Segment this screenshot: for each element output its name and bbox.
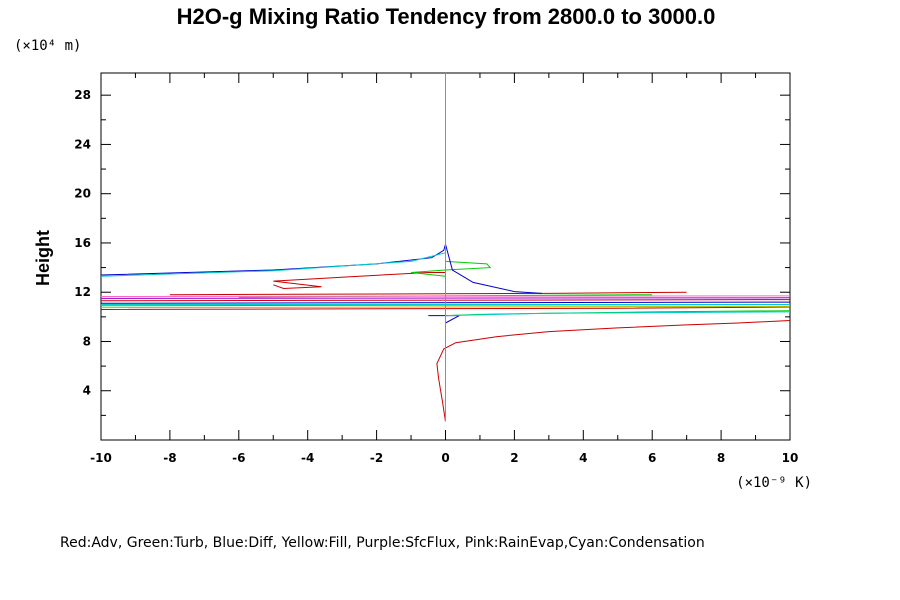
chart-title: H2O-g Mixing Ratio Tendency from 2800.0 … [177, 4, 716, 29]
x-tick-label: 2 [510, 451, 518, 465]
y-tick-label: 20 [74, 187, 91, 201]
x-tick-label: 10 [782, 451, 799, 465]
y-tick-label: 16 [74, 236, 91, 250]
series-line-diff [100, 244, 791, 324]
legend: Red:Adv, Green:Turb, Blue:Diff, Yellow:F… [60, 535, 705, 551]
x-tick-label: -8 [163, 451, 176, 465]
y-tick-label: 4 [83, 384, 91, 398]
y-unit-label: (×10⁴ m) [14, 38, 81, 54]
x-tick-label: -10 [90, 451, 112, 465]
y-tick-label: 12 [74, 285, 91, 299]
x-tick-label: -4 [301, 451, 314, 465]
x-tick-label: -2 [370, 451, 383, 465]
y-tick-label: 8 [83, 334, 91, 348]
x-tick-label: 4 [579, 451, 587, 465]
x-unit-label: (×10⁻⁹ K) [736, 475, 812, 491]
x-tick-label: 0 [441, 451, 449, 465]
x-tick-label: 6 [648, 451, 656, 465]
x-tick-label: 8 [717, 451, 725, 465]
y-tick-label: 24 [74, 137, 91, 151]
y-axis-title: Height [33, 230, 53, 286]
series-line-condensation [100, 73, 791, 422]
x-tick-label: -6 [232, 451, 245, 465]
y-tick-label: 28 [74, 88, 91, 102]
